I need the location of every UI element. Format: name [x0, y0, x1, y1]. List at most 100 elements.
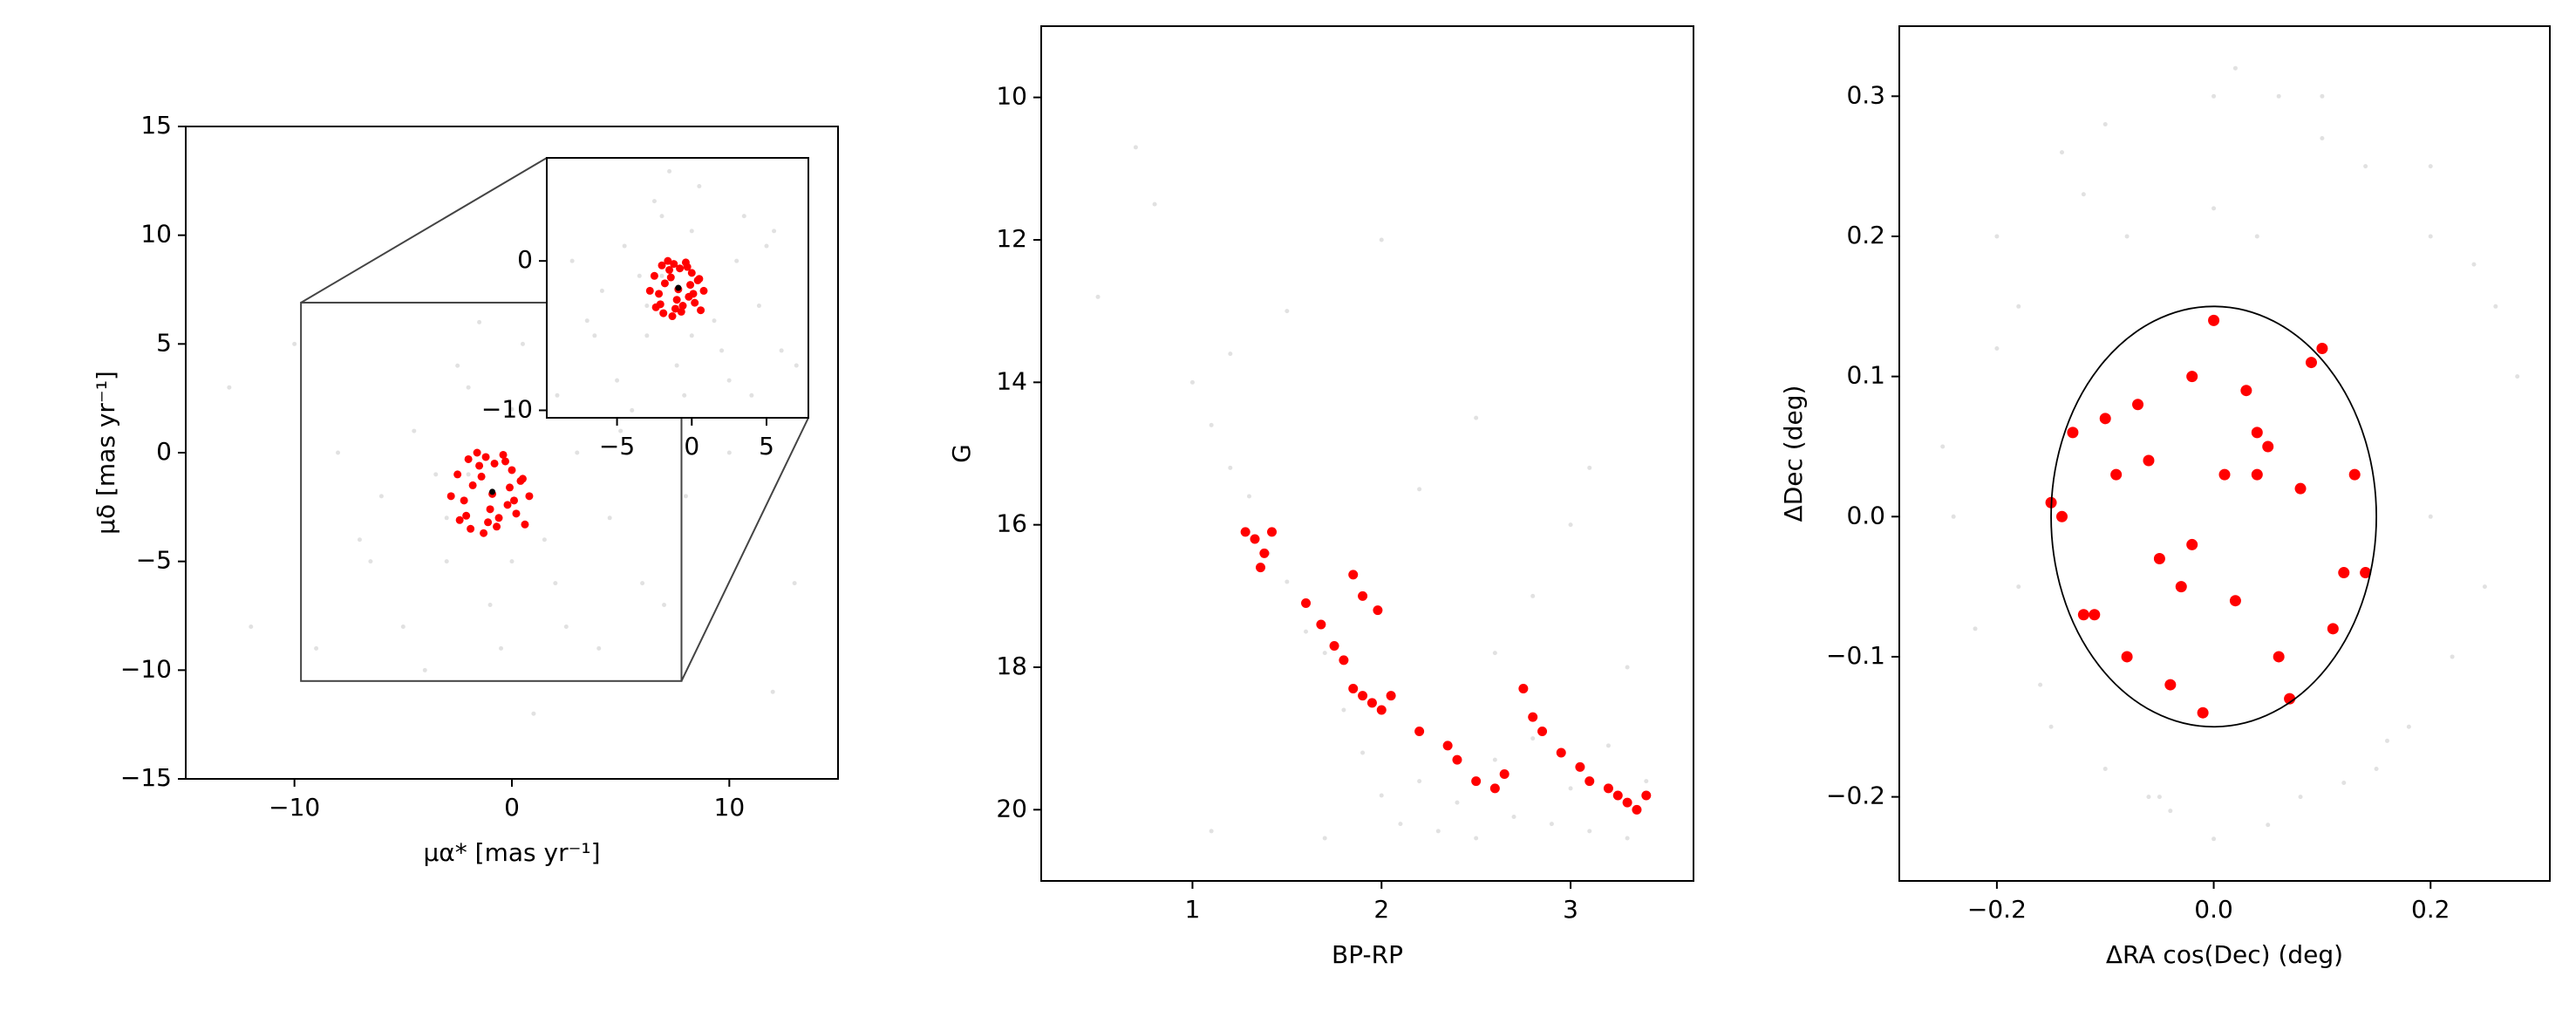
field-star [756, 304, 761, 309]
field-star [1322, 836, 1327, 841]
field-star [1940, 444, 1946, 449]
field-star [400, 624, 405, 629]
member-star [650, 271, 658, 280]
field-star [644, 333, 650, 338]
y-axis-label: ΔDec (deg) [1779, 386, 1808, 522]
member-star [2164, 679, 2177, 691]
member-star [2251, 468, 2263, 481]
member-star [2099, 413, 2111, 425]
field-star [1209, 422, 1214, 427]
field-star [455, 363, 460, 368]
field-star [2515, 374, 2520, 379]
member-star [2186, 538, 2198, 550]
x-tick-label: −10 [269, 793, 320, 822]
x-tick-label: 2 [1373, 895, 1389, 924]
field-star [824, 140, 828, 144]
x-tick-label: 0 [504, 793, 520, 822]
y-tick-label: 15 [140, 111, 172, 140]
field-star [630, 407, 635, 413]
field-star [2102, 766, 2108, 771]
field-star [770, 689, 775, 694]
field-star [592, 333, 597, 338]
field-star [542, 537, 547, 543]
field-star [1587, 465, 1592, 470]
field-star [531, 711, 536, 716]
field-star [1152, 201, 1157, 207]
field-star [1474, 415, 1479, 420]
field-star [1322, 651, 1327, 656]
member-star [525, 492, 534, 501]
y-tick-label: 10 [140, 220, 172, 249]
member-star [1528, 712, 1538, 722]
field-star [1474, 836, 1479, 841]
field-star [433, 472, 439, 477]
member-star [1267, 527, 1278, 537]
field-star [2124, 234, 2130, 239]
member-star [2175, 581, 2187, 593]
axes-frame [1898, 25, 2551, 882]
field-star [1455, 800, 1460, 805]
field-star [741, 214, 746, 219]
member-star [2273, 651, 2285, 663]
field-star [764, 243, 769, 249]
field-star [1417, 779, 1422, 784]
member-star [672, 296, 681, 304]
field-star [2298, 795, 2303, 800]
field-star [1587, 829, 1592, 834]
field-star [622, 243, 627, 249]
field-star [2471, 262, 2477, 267]
field-star [444, 515, 449, 521]
field-star [599, 288, 604, 293]
member-star [1442, 741, 1453, 751]
member-star [2251, 427, 2263, 439]
field-star [575, 450, 580, 455]
x-tick-label: 0.2 [2411, 895, 2450, 924]
inset: −5 0 5 −10 0 [481, 140, 889, 461]
field-star [2493, 304, 2498, 309]
member-star [671, 304, 679, 313]
member-star [695, 275, 704, 283]
member-star [508, 466, 516, 474]
field-star [2211, 836, 2217, 842]
x-tick-label: 1 [1185, 895, 1201, 924]
y-tick-label: −0.1 [1826, 641, 1885, 670]
field-star [1228, 465, 1233, 470]
field-star [2016, 584, 2021, 590]
member-star [675, 284, 682, 291]
field-star [884, 348, 889, 352]
y-tick-label: 14 [996, 366, 1027, 395]
member-star [1537, 727, 1548, 736]
member-star [499, 450, 508, 459]
member-star [1373, 605, 1383, 616]
x-tick-label: −0.2 [1967, 895, 2027, 924]
member-star [453, 470, 462, 479]
member-star [464, 454, 473, 463]
field-star [1209, 829, 1214, 834]
member-star [660, 279, 669, 288]
x-tick-label: 3 [1563, 895, 1578, 924]
member-star [446, 492, 455, 501]
x-tick-label: 0.0 [2194, 895, 2233, 924]
member-star [2305, 357, 2317, 369]
member-star [494, 514, 503, 522]
field-star [794, 363, 799, 368]
field-star [689, 229, 694, 234]
field-star [779, 348, 784, 353]
member-star [2056, 510, 2068, 522]
member-star [480, 529, 488, 537]
member-star [2316, 343, 2328, 355]
y-tick-label: 12 [996, 224, 1027, 253]
field-star [292, 341, 297, 346]
field-star [637, 273, 642, 278]
member-star [493, 522, 501, 531]
panel: −0.2 0.0 0.2 −0.2 −0.1 0.0 0.1 0.2 0.3 ΔRA cos(De… [1779, 25, 2551, 969]
member-star [2067, 427, 2079, 439]
member-star [687, 269, 696, 277]
field-star [1492, 757, 1497, 762]
member-star [486, 505, 494, 514]
member-star [503, 501, 512, 509]
field-star [607, 515, 612, 521]
inset-frame [546, 157, 809, 419]
field-star [563, 624, 569, 629]
field-star [772, 229, 777, 234]
